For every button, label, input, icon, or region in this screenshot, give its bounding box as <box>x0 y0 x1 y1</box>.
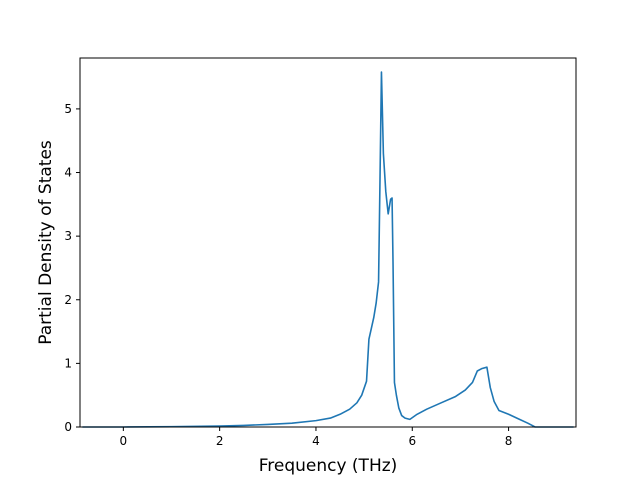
y-tick-label: 3 <box>64 229 72 243</box>
x-tick-label: 8 <box>505 434 513 448</box>
x-axis-label: Frequency (THz) <box>259 456 398 476</box>
y-tick-label: 5 <box>64 102 72 116</box>
plot-line-layer <box>82 71 574 428</box>
x-tick-label: 0 <box>120 434 128 448</box>
y-tick-label: 1 <box>64 356 72 370</box>
y-tick-label: 4 <box>64 166 72 180</box>
plot-area-frame <box>79 57 577 428</box>
x-axis-ticks: 0 2 4 6 8 <box>120 427 513 448</box>
y-tick-label: 2 <box>64 293 72 307</box>
y-axis-label: Partial Density of States <box>36 140 56 345</box>
x-tick-label: 2 <box>216 434 224 448</box>
x-tick-label: 4 <box>312 434 320 448</box>
y-axis-ticks: 0 1 2 3 4 5 <box>64 102 80 434</box>
series-line-0 <box>82 71 574 428</box>
x-tick-label: 6 <box>408 434 416 448</box>
y-tick-label: 0 <box>64 420 72 434</box>
